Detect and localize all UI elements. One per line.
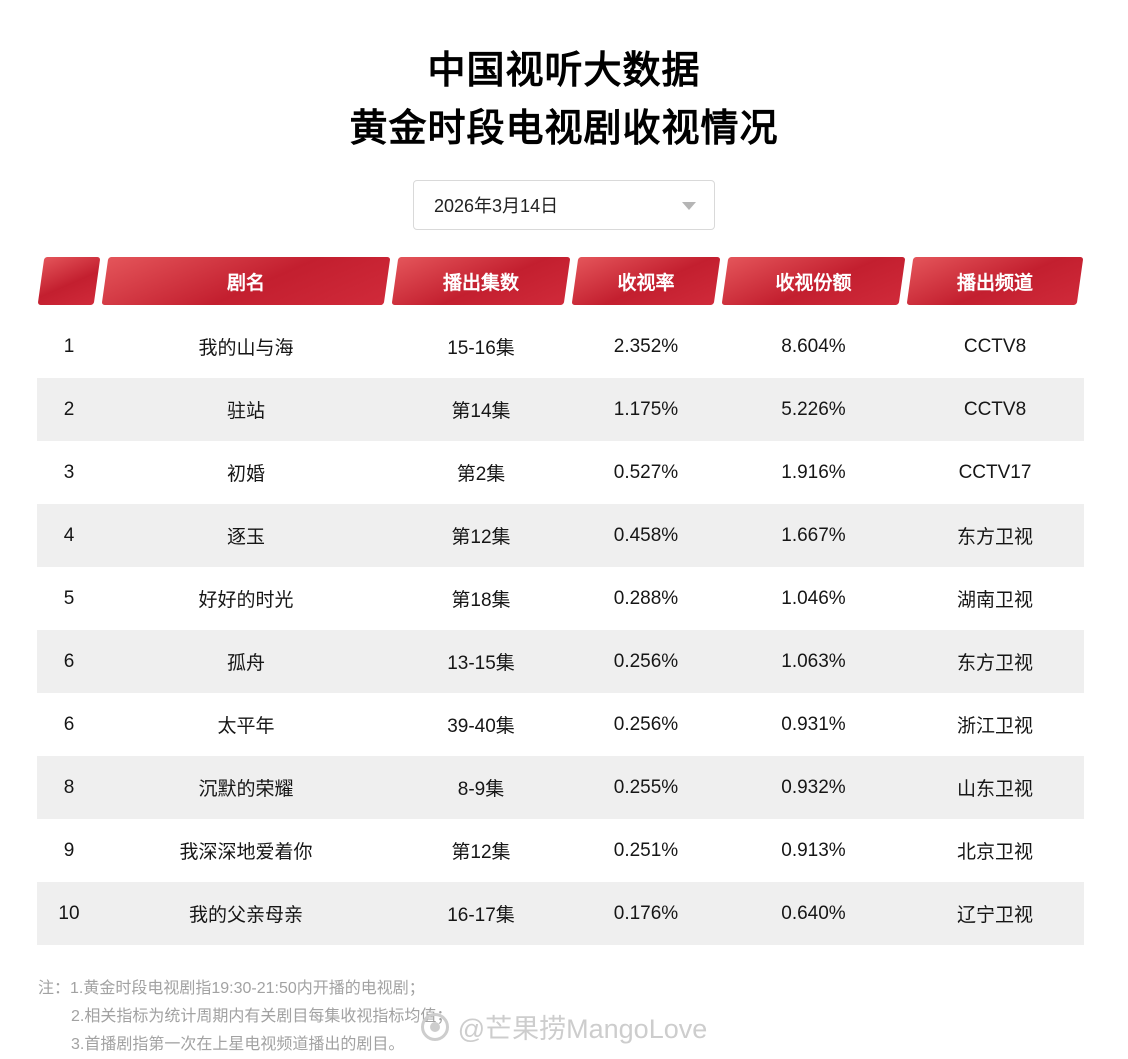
drama-name-cell: 孤舟 — [226, 653, 265, 674]
page-title-line1: 中国视听大数据 — [427, 50, 701, 92]
rank-cell: 1 — [63, 335, 75, 357]
page-title: 中国视听大数据 黄金时段电视剧收视情况 — [0, 0, 1128, 158]
share-cell: 5.226% — [781, 398, 846, 420]
footnote-line2: 2.相关指标为统计周期内有关剧目每集收视指标均值； — [71, 1008, 453, 1025]
page-title-line2: 黄金时段电视剧收视情况 — [349, 108, 779, 150]
drama-name-cell: 驻站 — [226, 401, 265, 422]
header-share: 收视份额 — [721, 257, 906, 305]
table-row: 10 我的父亲母亲 16-17集 0.176% 0.640% 辽宁卫视 — [37, 882, 1084, 945]
date-dropdown-value: 2026年3月14日 — [434, 196, 559, 216]
channel-cell: CCTV8 — [963, 398, 1027, 420]
chevron-down-icon — [682, 202, 696, 210]
episodes-cell: 第18集 — [451, 590, 511, 611]
table-row: 6 太平年 39-40集 0.256% 0.931% 浙江卫视 — [37, 693, 1084, 756]
rating-cell: 0.256% — [613, 650, 679, 672]
rank-cell: 4 — [63, 524, 75, 546]
channel-cell: CCTV8 — [963, 335, 1027, 357]
drama-name-cell: 太平年 — [217, 716, 275, 737]
rating-cell: 0.255% — [613, 776, 679, 798]
rating-cell: 1.175% — [613, 398, 679, 420]
channel-cell: 湖南卫视 — [956, 590, 1033, 611]
header-rating: 收视率 — [571, 257, 721, 305]
share-cell: 0.913% — [781, 839, 846, 861]
drama-name-cell: 初婚 — [226, 464, 265, 485]
channel-cell: 东方卫视 — [956, 653, 1033, 674]
table-row: 2 驻站 第14集 1.175% 5.226% CCTV8 — [37, 378, 1084, 441]
header-rank — [37, 257, 101, 305]
rating-cell: 2.352% — [613, 335, 679, 357]
rating-cell: 0.176% — [613, 902, 679, 924]
table-row: 5 好好的时光 第18集 0.288% 1.046% 湖南卫视 — [37, 567, 1084, 630]
channel-cell: 辽宁卫视 — [956, 905, 1033, 926]
episodes-cell: 第12集 — [451, 527, 511, 548]
drama-name-cell: 逐玉 — [226, 527, 265, 548]
share-cell: 0.640% — [781, 902, 846, 924]
rank-cell: 6 — [63, 713, 75, 735]
table-row: 1 我的山与海 15-16集 2.352% 8.604% CCTV8 — [37, 315, 1084, 378]
share-cell: 0.932% — [781, 776, 846, 798]
drama-name-cell: 我的山与海 — [198, 338, 294, 359]
episodes-cell: 8-9集 — [457, 779, 505, 800]
rank-cell: 8 — [63, 776, 75, 798]
channel-cell: 东方卫视 — [956, 527, 1033, 548]
footnote-line1: 注：1.黄金时段电视剧指19:30-21:50内开播的电视剧； — [38, 980, 425, 997]
drama-name-cell: 好好的时光 — [198, 590, 294, 611]
episodes-cell: 第2集 — [456, 464, 506, 485]
episodes-cell: 第14集 — [451, 401, 511, 422]
rating-cell: 0.458% — [613, 524, 679, 546]
table-row: 3 初婚 第2集 0.527% 1.916% CCTV17 — [37, 441, 1084, 504]
rating-cell: 0.256% — [613, 713, 679, 735]
channel-cell: 北京卫视 — [956, 842, 1033, 863]
rank-cell: 6 — [63, 650, 75, 672]
episodes-cell: 第12集 — [451, 842, 511, 863]
episodes-cell: 15-16集 — [447, 338, 515, 359]
share-cell: 1.046% — [781, 587, 846, 609]
share-cell: 1.916% — [781, 461, 846, 483]
episodes-cell: 39-40集 — [447, 716, 515, 737]
footnotes: 注：1.黄金时段电视剧指19:30-21:50内开播的电视剧； 2.相关指标为统… — [38, 975, 1128, 1059]
rank-cell: 3 — [63, 461, 75, 483]
footnote-line3: 3.首播剧指第一次在上星电视频道播出的剧目。 — [71, 1036, 405, 1053]
share-cell: 0.931% — [781, 713, 846, 735]
ratings-table: 剧名 播出集数 收视率 收视份额 播出频道 1 我的山与海 15-16集 2.3… — [37, 257, 1084, 945]
drama-name-cell: 我的父亲母亲 — [188, 905, 303, 926]
channel-cell: CCTV17 — [958, 461, 1032, 483]
rating-cell: 0.288% — [613, 587, 679, 609]
episodes-cell: 13-15集 — [447, 653, 515, 674]
episodes-cell: 16-17集 — [447, 905, 515, 926]
table-header-row: 剧名 播出集数 收视率 收视份额 播出频道 — [37, 257, 1084, 305]
share-cell: 1.063% — [781, 650, 846, 672]
rating-cell: 0.251% — [613, 839, 679, 861]
header-episodes: 播出集数 — [391, 257, 571, 305]
header-channel: 播出频道 — [906, 257, 1084, 305]
table-row: 4 逐玉 第12集 0.458% 1.667% 东方卫视 — [37, 504, 1084, 567]
rank-cell: 2 — [63, 398, 75, 420]
share-cell: 8.604% — [781, 335, 846, 357]
table-body: 1 我的山与海 15-16集 2.352% 8.604% CCTV8 2 驻站 … — [37, 315, 1084, 945]
rank-cell: 10 — [58, 902, 80, 924]
rating-cell: 0.527% — [613, 461, 679, 483]
date-dropdown[interactable]: 2026年3月14日 — [413, 180, 715, 230]
header-drama-name: 剧名 — [101, 257, 391, 305]
drama-name-cell: 沉默的荣耀 — [198, 779, 294, 800]
table-row: 6 孤舟 13-15集 0.256% 1.063% 东方卫视 — [37, 630, 1084, 693]
table-row: 8 沉默的荣耀 8-9集 0.255% 0.932% 山东卫视 — [37, 756, 1084, 819]
drama-name-cell: 我深深地爱着你 — [179, 842, 313, 863]
channel-cell: 山东卫视 — [956, 779, 1033, 800]
rank-cell: 5 — [63, 587, 75, 609]
channel-cell: 浙江卫视 — [956, 716, 1033, 737]
share-cell: 1.667% — [781, 524, 846, 546]
rank-cell: 9 — [63, 839, 75, 861]
table-row: 9 我深深地爱着你 第12集 0.251% 0.913% 北京卫视 — [37, 819, 1084, 882]
